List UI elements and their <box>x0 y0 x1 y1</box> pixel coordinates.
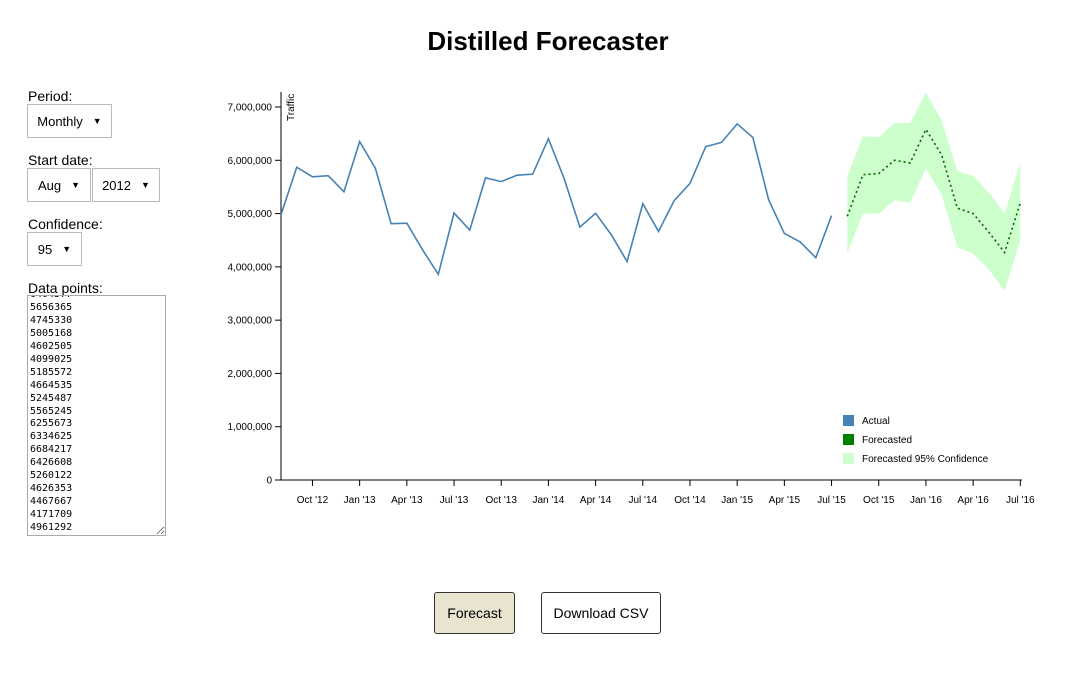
x-tick-label: Apr '16 <box>957 495 989 506</box>
x-tick-label: Jan '15 <box>721 495 753 506</box>
y-tick-label: 3,000,000 <box>228 316 273 327</box>
legend-swatch-confidence <box>843 453 854 464</box>
download-csv-button[interactable]: Download CSV <box>541 592 661 634</box>
confidence-label: Confidence: <box>28 216 103 232</box>
x-tick-label: Oct '14 <box>674 495 706 506</box>
x-tick-label: Jul '13 <box>440 495 469 506</box>
legend-swatch-forecast <box>843 434 854 445</box>
start-month-select[interactable]: Aug ▼ <box>27 168 91 202</box>
start-month-value: Aug <box>37 177 62 193</box>
y-tick-label: 5,000,000 <box>228 209 273 220</box>
start-date-label: Start date: <box>28 152 93 168</box>
legend-forecast: Forecasted <box>862 435 912 446</box>
y-tick-label: 6,000,000 <box>228 156 273 167</box>
data-points-label: Data points: <box>28 280 103 296</box>
x-tick-label: Jul '14 <box>628 495 657 506</box>
x-tick-label: Jan '13 <box>344 495 376 506</box>
legend-confidence: Forecasted 95% Confidence <box>862 454 989 465</box>
period-label: Period: <box>28 88 73 104</box>
confidence-value: 95 <box>37 241 53 257</box>
data-points-textarea[interactable]: 4980000 5870000 5690000 5710000 5410000 … <box>27 295 166 536</box>
y-tick-label: 0 <box>266 476 272 487</box>
legend-actual: Actual <box>862 416 890 427</box>
start-year-value: 2012 <box>102 177 131 193</box>
period-value: Monthly <box>37 113 83 129</box>
dropdown-arrow-icon: ▼ <box>92 116 102 126</box>
confidence-band <box>847 92 1021 291</box>
x-tick-label: Oct '13 <box>486 495 518 506</box>
legend-swatch-actual <box>843 415 854 426</box>
forecast-chart: 0 1,000,000 2,000,000 3,000,000 4,000,000 5,0… <box>228 92 1035 506</box>
dropdown-arrow-icon: ▼ <box>141 180 150 190</box>
actual-line <box>280 122 833 277</box>
x-tick-label: Apr '14 <box>580 495 612 506</box>
page-title: Distilled Forecaster <box>427 26 669 56</box>
confidence-select[interactable]: 95 ▼ <box>27 232 82 266</box>
forecast-button[interactable]: Forecast <box>434 592 515 634</box>
y-tick-label: 2,000,000 <box>228 369 273 380</box>
dropdown-arrow-icon: ▼ <box>71 180 81 190</box>
y-tick-label: 4,000,000 <box>228 262 273 273</box>
y-axis-label: Traffic <box>286 94 297 121</box>
x-tick-label: Apr '13 <box>391 495 423 506</box>
x-tick-label: Oct '12 <box>297 495 329 506</box>
y-tick-label: 7,000,000 <box>228 103 273 114</box>
dropdown-arrow-icon: ▼ <box>62 244 72 254</box>
x-tick-label: Apr '15 <box>769 495 801 506</box>
start-year-select[interactable]: 2012 ▼ <box>92 168 160 202</box>
x-tick-label: Jan '14 <box>532 495 564 506</box>
period-select[interactable]: Monthly ▼ <box>27 104 112 138</box>
x-tick-label: Oct '15 <box>863 495 895 506</box>
x-tick-label: Jul '16 <box>1006 495 1035 506</box>
legend: Actual Forecasted Forecasted 95% Confide… <box>843 415 989 465</box>
y-tick-label: 1,000,000 <box>228 422 273 433</box>
x-tick-label: Jan '16 <box>910 495 942 506</box>
x-tick-label: Jul '15 <box>817 495 846 506</box>
